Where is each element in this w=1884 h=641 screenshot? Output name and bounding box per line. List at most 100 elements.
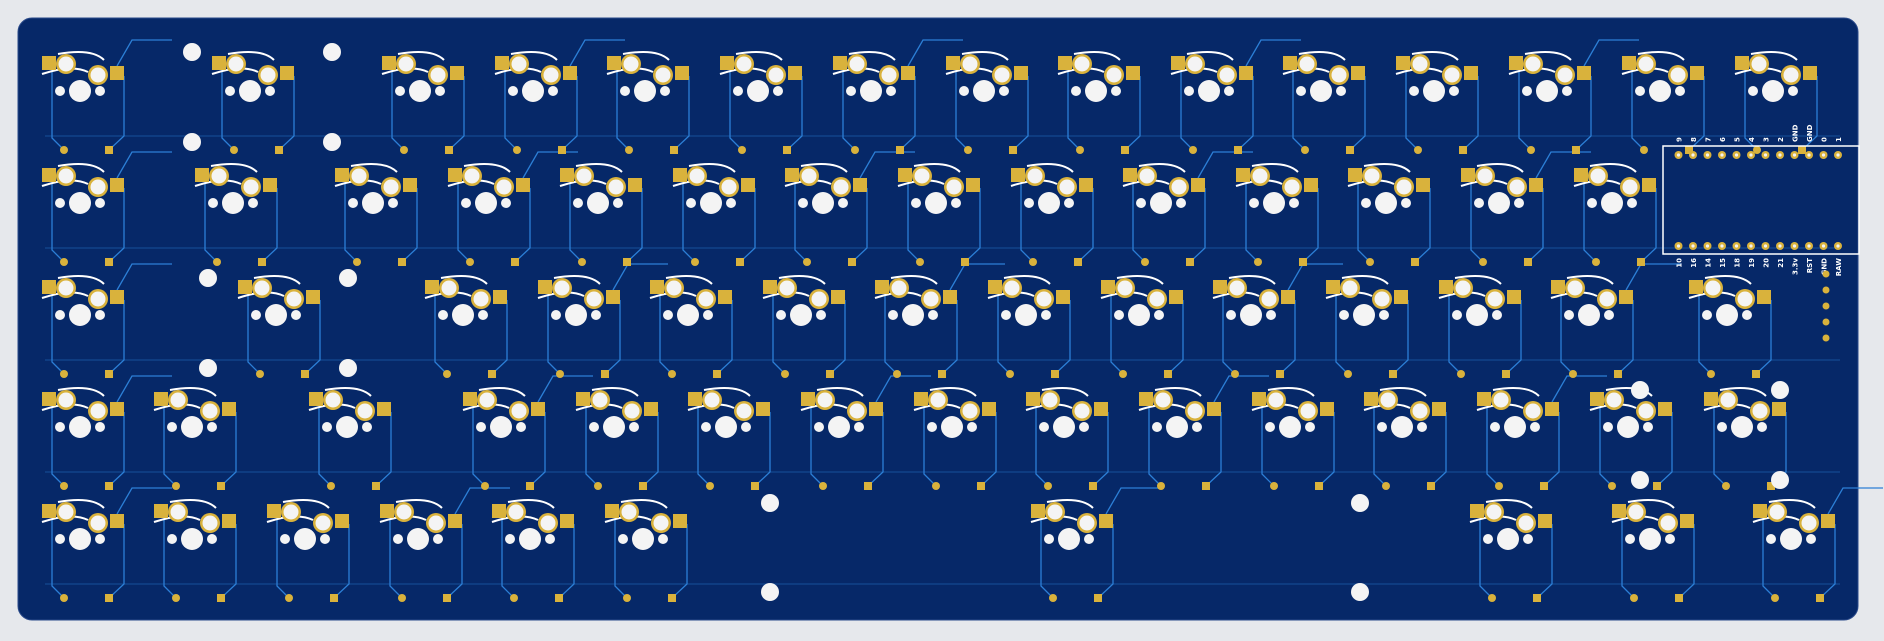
switch-center-hole [239,80,261,102]
plated-hole-2 [383,179,399,195]
switch-center-hole [1762,80,1784,102]
switch-peg-hole-right [435,86,445,96]
switch-peg-hole-left [208,198,218,208]
switch-peg-hole-right [1192,422,1202,432]
plated-hole-1 [621,504,637,520]
smd-pad-right [1281,290,1295,304]
plated-hole-1 [1412,56,1428,72]
row-trace [1124,76,1141,151]
row-trace [1430,412,1447,487]
column-trace [614,518,628,599]
key-switch-footprint [913,387,996,490]
column-trace [1405,70,1419,151]
diode-pad-square [511,258,519,266]
switch-peg-hole-right [886,86,896,96]
row-trace [220,412,237,487]
mounting-hole [199,359,217,377]
column-trace [842,70,856,151]
plated-hole-2 [428,515,444,531]
row-trace [851,188,868,263]
silk-arc-top [1379,387,1427,397]
plated-hole-2 [430,67,446,83]
silk-arc-top [324,387,372,397]
column-trace [1373,406,1387,487]
diode-pad-square [488,370,496,378]
key-switch-footprint [1703,387,1786,490]
diode-pad-square [1524,258,1532,266]
plated-hole-1 [689,168,705,184]
silk-arc-top [1267,387,1315,397]
mcu-pin-bottom-drill [1807,244,1811,248]
column-trace [1479,518,1493,599]
smd-pad-left [154,392,168,406]
smd-pad-left [195,168,209,182]
switch-peg-hole-right [703,310,713,320]
column-trace [1261,406,1275,487]
switch-peg-hole-left [348,198,358,208]
row-trace [558,524,575,599]
switch-center-hole [1617,416,1639,438]
switch-center-hole [522,80,544,102]
plated-hole-2 [543,67,559,83]
silk-arc-top [169,499,217,509]
diode-pad-round [1254,258,1262,266]
diode-pad-square [105,146,113,154]
plated-hole-1 [1252,168,1268,184]
row-trace [899,76,916,151]
plated-hole-1 [254,280,270,296]
switch-center-hole [790,304,812,326]
column-trace [1035,406,1049,487]
column-trace [659,294,673,375]
smd-pad-right [403,178,417,192]
smd-pad-right [1169,290,1183,304]
diode-pad-square [623,258,631,266]
switch-peg-hole-left [1483,534,1493,544]
plated-hole-1 [1042,392,1058,408]
smd-pad-right [831,290,845,304]
plated-hole-1 [1074,56,1090,72]
key-switch-footprint [1363,387,1446,490]
silk-arc-top [620,499,668,509]
smd-pad-right [516,178,530,192]
switch-peg-hole-right [1665,534,1675,544]
switch-center-hole [1198,80,1220,102]
switch-peg-hole-left [508,86,518,96]
key-switch-footprint [1010,163,1093,266]
smd-pad-left [1689,280,1703,294]
column-trace [51,70,65,151]
mounting-hole [339,359,357,377]
row-trace [1392,300,1409,375]
switch-center-hole [1310,80,1332,102]
row-trace [1505,300,1522,375]
diode-pad-round [1488,594,1496,602]
silk-arc-top [1073,51,1121,61]
silk-arc-top [1341,275,1389,285]
diode-pad-square [555,594,563,602]
plated-hole-1 [576,168,592,184]
diode-pad-round [1640,146,1648,154]
smd-pad-right [943,290,957,304]
diode-pad-square [105,482,113,490]
switch-center-hole [1166,416,1188,438]
diode-pad-round [1049,594,1057,602]
diode-pad-square [105,370,113,378]
smd-pad-right [1545,402,1559,416]
plated-hole-1 [1380,392,1396,408]
switch-peg-hole-left [1717,422,1727,432]
smd-pad-left [1252,392,1266,406]
diode-pad-square [668,594,676,602]
plated-hole-2 [90,179,106,195]
silk-arc-top [816,387,864,397]
diode-pad-square [977,482,985,490]
row-trace [1575,76,1592,151]
diode-pad-round [916,258,924,266]
smd-pad-left [1470,504,1484,518]
column-trace [457,182,471,263]
plated-hole-2 [357,403,373,419]
plated-hole-2 [1261,291,1277,307]
column-trace [547,294,561,375]
switch-peg-hole-right [433,534,443,544]
column-trace [472,406,486,487]
smd-pad-left [42,168,56,182]
mcu-bottom-pin-label: 16 [1690,258,1698,268]
